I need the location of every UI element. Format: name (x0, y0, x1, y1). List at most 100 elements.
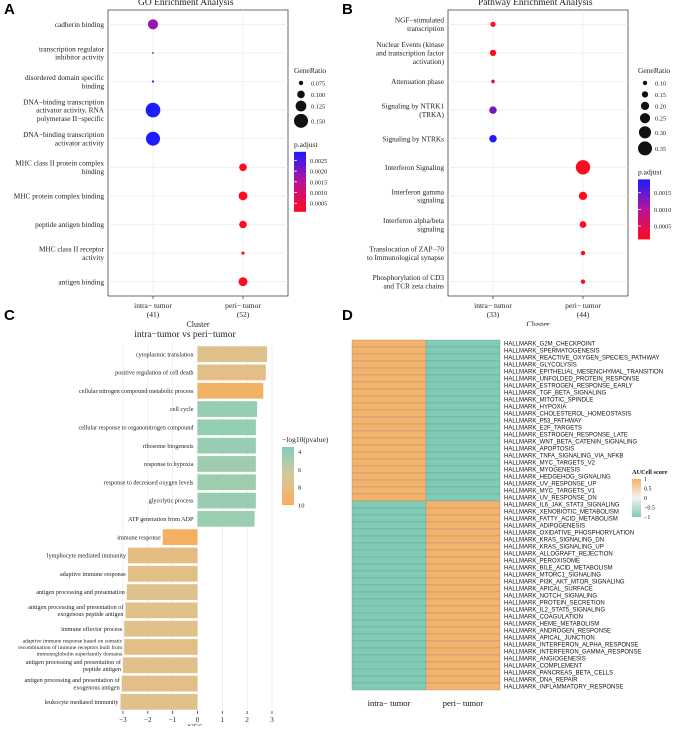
heatmap-cell (425, 353, 501, 362)
size-legend-dot (639, 113, 651, 124)
heatmap-cell (351, 563, 427, 572)
heatmap-row-label: HALLMARK_MTORC1_SIGNALING (504, 573, 601, 579)
nes-bar (197, 474, 256, 491)
heatmap-cell (425, 570, 501, 579)
heatmap-cell (351, 577, 427, 586)
term-label: Signaling by NTRK1 (TRKA) (382, 101, 445, 118)
term-label-line: (TRKA) (419, 110, 444, 119)
term-label-line: and transcription factor (376, 48, 445, 57)
bar-category-label: antigen processing and presentation of ex… (28, 604, 124, 618)
heatmap-row-label: HALLMARK_MYC_TARGETS_V2 (504, 461, 596, 467)
term-label-line: activator activity, RNA (36, 106, 105, 115)
bar-category-label-line: lymphocyte mediated immunity (47, 553, 127, 560)
heatmap-row-label: HALLMARK_HYPOXIA (504, 405, 566, 411)
heatmap-cell (425, 654, 501, 663)
heatmap-cell (425, 528, 501, 537)
plot-title: GO Enrichment Analysis (138, 0, 234, 8)
heatmap-legend-label: −1 (644, 515, 650, 521)
heatmap-row-label: HALLMARK_ALLOGRAFT_REJECTION (504, 552, 613, 558)
bar-category-label: adaptive immune response (60, 571, 126, 578)
heatmap-cell (425, 647, 501, 656)
size-legend-dot (642, 80, 648, 86)
bar-plot-title: intra−tumor vs peri−tumor (134, 330, 236, 340)
plot-title: Pathway Enrichment Analysis (478, 0, 593, 8)
heatmap-row-label: HALLMARK_DNA_REPAIR (504, 678, 578, 684)
bar-category-label: leukocyte mediated immunity (45, 699, 120, 706)
heatmap-cell (351, 605, 427, 614)
term-label-line: to Immunological synapse (367, 253, 444, 262)
enrichment-dot (490, 21, 496, 27)
heatmap-cell (351, 367, 427, 376)
heatmap-cell (351, 514, 427, 523)
heatmap-column-label: peri− tumor (443, 698, 484, 708)
term-label-line: MHC protein complex binding (14, 191, 105, 200)
heatmap-cell (425, 339, 501, 348)
term-label-line: disordered domain specific (25, 73, 105, 82)
size-legend-label: 0.25 (655, 116, 666, 123)
bar-category-label: response to decreased oxygen levels (104, 479, 194, 486)
term-label-line: cadherin binding (55, 20, 105, 29)
heatmap-cell (425, 409, 501, 418)
bar-category-label: cytoplasmic translation (136, 351, 194, 358)
enrichment-dot (145, 102, 161, 118)
term-label-line: DNA−binding transcription (23, 130, 104, 139)
term-label-line: MHC class II protein complex (15, 159, 104, 168)
term-label-line: peptide antigen binding (35, 220, 104, 229)
enrichment-dot (239, 163, 247, 172)
nes-bar (125, 602, 198, 619)
heatmap-cell (425, 591, 501, 600)
bar-category-label-line: leukocyte mediated immunity (45, 699, 120, 706)
heatmap-row-label: HALLMARK_OXIDATIVE_PHOSPHORYLATION (504, 531, 634, 537)
bar-category-label: immune response (117, 534, 161, 541)
bar-category-label-line: positive regulation of cell death (115, 370, 194, 377)
bar-category-label-line: immune response (117, 534, 161, 541)
term-label: Attenuation phase (391, 77, 444, 86)
heatmap-row-label: HALLMARK_TNFA_SIGNALING_VIA_NFKB (504, 454, 623, 460)
bar-category-label-line: adaptive immune response based on somati… (23, 638, 123, 644)
term-label: NGF−stimulated transcription (395, 16, 444, 33)
heatmap-cell (425, 395, 501, 404)
heatmap-legend-title: AUCell score (632, 469, 668, 476)
size-legend-label: 0.125 (311, 104, 325, 111)
heatmap-row-label: HALLMARK_INFLAMMATORY_RESPONSE (504, 685, 623, 691)
term-label-line: DNA−binding transcription (23, 97, 104, 106)
term-label: disordered domain specific binding (25, 73, 105, 90)
heatmap-cell (351, 654, 427, 663)
enrichment-dot (580, 279, 586, 284)
panel-letter-d: D (342, 307, 353, 324)
heatmap-cell (425, 514, 501, 523)
bar-plot-area (118, 345, 272, 711)
bar-category-label: cellular nitrogen compound metabolic pro… (79, 388, 194, 395)
heatmap-cell (351, 493, 427, 502)
enrichment-dot (578, 191, 588, 201)
size-legend-dot (297, 90, 305, 99)
heatmap-row-label: HALLMARK_APICAL_SURFACE (504, 587, 593, 593)
heatmap-cell (425, 437, 501, 446)
heatmap-row-label: HALLMARK_SPERMATOGENESIS (504, 349, 599, 355)
heatmap-row-label: HALLMARK_APICAL_JUNCTION (504, 636, 595, 642)
term-label: Interferon alpha/beta signaling (383, 216, 445, 233)
heatmap-cell (351, 598, 427, 607)
nes-bar (197, 346, 268, 363)
color-legend-label: 0.0010 (654, 207, 671, 214)
color-legend-label: 0.0005 (654, 224, 671, 231)
size-legend-label: 0.30 (655, 130, 666, 137)
heatmap-cell (425, 486, 501, 495)
enrichment-dot (238, 277, 248, 287)
heatmap-row-label: HALLMARK_P53_PATHWAY (504, 419, 582, 425)
color-legend-label: 0.0020 (310, 169, 327, 176)
heatmap-cell (351, 465, 427, 474)
heatmap-cell (351, 612, 427, 621)
heatmap-cell (351, 535, 427, 544)
go-enrichment-panel: GO Enrichment Analysis cadherin binding tr… (14, 0, 328, 329)
bar-category-label-line: antigen processing and presentation of (26, 659, 122, 666)
bar-x-tick-label: −3 (119, 716, 127, 724)
heatmap-cell (351, 640, 427, 649)
bar-category-label-line: ATP generation from ADP (128, 516, 194, 523)
size-legend-label: 0.10 (655, 80, 666, 87)
x-tick-count: (52) (237, 310, 250, 319)
term-label: Signaling by NTRKs (382, 134, 444, 143)
bar-category-label: antigen processing and presentation of ex… (25, 677, 121, 691)
size-legend-label: 0.35 (655, 146, 666, 153)
hallmark-heatmap-panel: HALLMARK_G2M_CHECKPOINTHALLMARK_SPERMATO… (345, 326, 676, 726)
